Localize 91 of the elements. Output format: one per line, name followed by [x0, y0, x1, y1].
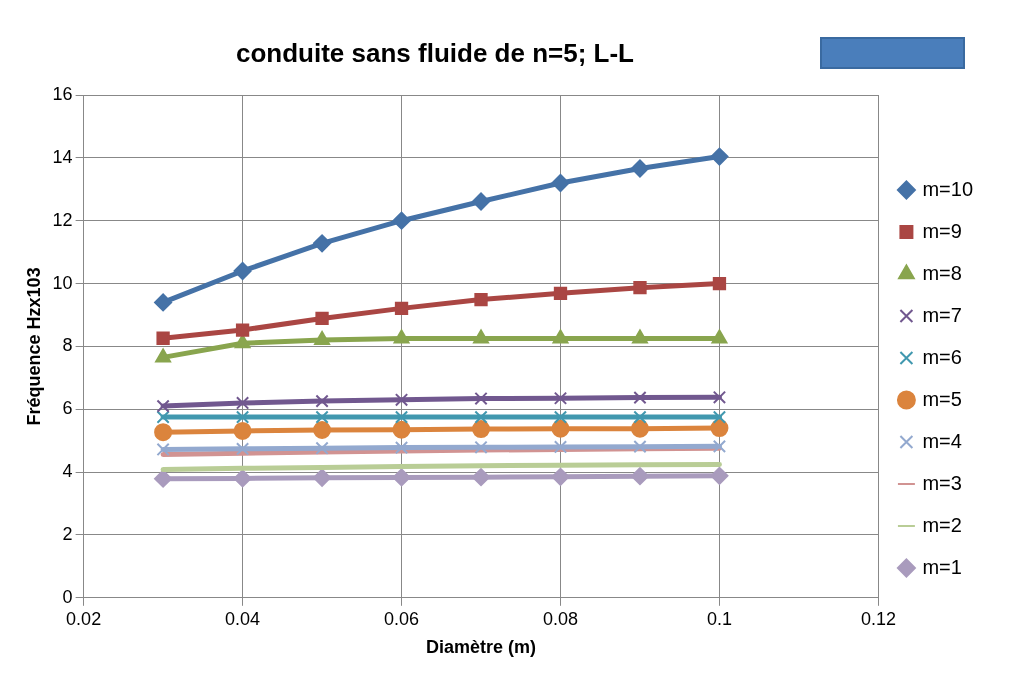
y-tick-label: 14 — [52, 146, 73, 167]
y-tick-label: 16 — [52, 83, 73, 104]
y-tick-label: 6 — [62, 398, 73, 419]
point — [474, 391, 488, 406]
y-tick-label: 4 — [62, 461, 73, 482]
point — [472, 192, 491, 211]
legend-label: m=8 — [922, 261, 962, 284]
x-tick-label: 0.12 — [860, 608, 896, 629]
point — [551, 173, 570, 192]
point — [233, 421, 252, 440]
point — [154, 423, 173, 442]
point — [235, 323, 250, 337]
point — [234, 334, 251, 349]
point — [630, 419, 649, 438]
point — [233, 261, 252, 280]
legend-label: m=7 — [922, 303, 962, 326]
point — [314, 331, 330, 346]
point — [392, 468, 411, 487]
point — [553, 286, 568, 300]
point — [633, 280, 647, 295]
point — [313, 468, 332, 487]
point — [233, 469, 252, 488]
point — [553, 410, 568, 424]
y-tick-label: 12 — [52, 209, 73, 230]
point — [712, 439, 727, 453]
point — [552, 329, 569, 344]
legend-label: m=5 — [922, 387, 962, 410]
point — [235, 396, 250, 410]
point — [156, 410, 170, 424]
point — [711, 329, 728, 344]
point — [633, 439, 647, 454]
point — [313, 234, 332, 253]
point — [474, 410, 488, 424]
point — [710, 466, 729, 485]
point — [156, 331, 170, 345]
point — [474, 292, 488, 307]
x-tick-label: 0.08 — [542, 608, 579, 629]
point — [712, 410, 727, 424]
x-tick-label: 0.1 — [706, 608, 732, 629]
point — [472, 420, 491, 439]
point — [394, 440, 409, 455]
legend-label: m=3 — [922, 471, 962, 494]
legend-label: m=4 — [922, 429, 962, 452]
legend-label: m=10 — [922, 177, 974, 200]
point — [313, 420, 332, 439]
y-tick-label: 8 — [62, 335, 73, 356]
point — [710, 419, 729, 438]
point — [633, 390, 647, 405]
point — [392, 211, 411, 230]
point — [156, 442, 170, 457]
legend-label: m=1 — [922, 555, 962, 578]
point — [472, 468, 491, 487]
point — [154, 293, 173, 312]
point — [156, 399, 170, 413]
point — [630, 159, 649, 178]
x-tick-label: 0.04 — [225, 608, 261, 629]
point — [553, 391, 568, 405]
point — [394, 410, 409, 424]
point — [551, 419, 570, 438]
point — [712, 276, 727, 291]
x-tick-label: 0.02 — [66, 608, 102, 629]
point — [235, 410, 250, 424]
point — [712, 390, 727, 404]
x-axis-title: Diamètre (m) — [426, 637, 537, 658]
point — [235, 442, 250, 456]
legend-label: m=9 — [922, 219, 962, 242]
y-tick-label: 0 — [62, 586, 73, 607]
point — [473, 329, 489, 344]
legend-label: m=2 — [922, 513, 962, 536]
point — [394, 393, 409, 407]
point — [315, 410, 329, 424]
point — [154, 469, 173, 488]
chart-title: conduite sans fluide de n=5; L-L — [235, 38, 635, 69]
point — [553, 440, 568, 454]
point — [392, 420, 411, 439]
y-tick-label: 2 — [62, 523, 73, 544]
point — [155, 348, 172, 363]
point — [710, 147, 729, 166]
y-axis-title: Fréquence Hzx103 — [23, 267, 44, 426]
point — [315, 394, 329, 408]
point — [315, 441, 329, 455]
x-tick-label: 0.06 — [384, 608, 420, 629]
y-tick-label: 10 — [52, 272, 73, 293]
legend-label: m=6 — [922, 345, 962, 368]
point — [393, 329, 410, 344]
point — [633, 410, 647, 424]
point — [551, 467, 570, 486]
point — [394, 301, 409, 316]
point — [632, 329, 648, 344]
point — [474, 440, 488, 454]
point — [315, 311, 329, 326]
